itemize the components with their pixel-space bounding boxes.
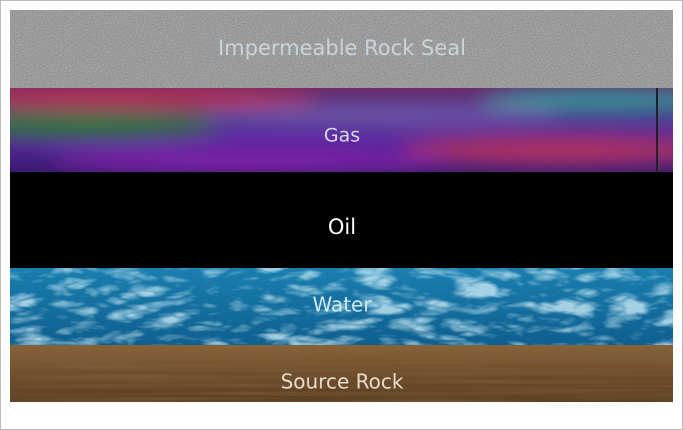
- gas-layer: [10, 88, 673, 172]
- seal-layer: [10, 10, 673, 88]
- layer-label: Source Rock: [281, 370, 404, 394]
- water-layer: [10, 268, 673, 345]
- oil-layer: [10, 172, 673, 268]
- layer-label: Gas: [324, 125, 360, 147]
- layer-label: Impermeable Rock Seal: [218, 36, 466, 60]
- layer-label: Oil: [328, 215, 356, 239]
- layer-label: Water: [312, 293, 372, 317]
- source-rock-layer: [10, 345, 673, 402]
